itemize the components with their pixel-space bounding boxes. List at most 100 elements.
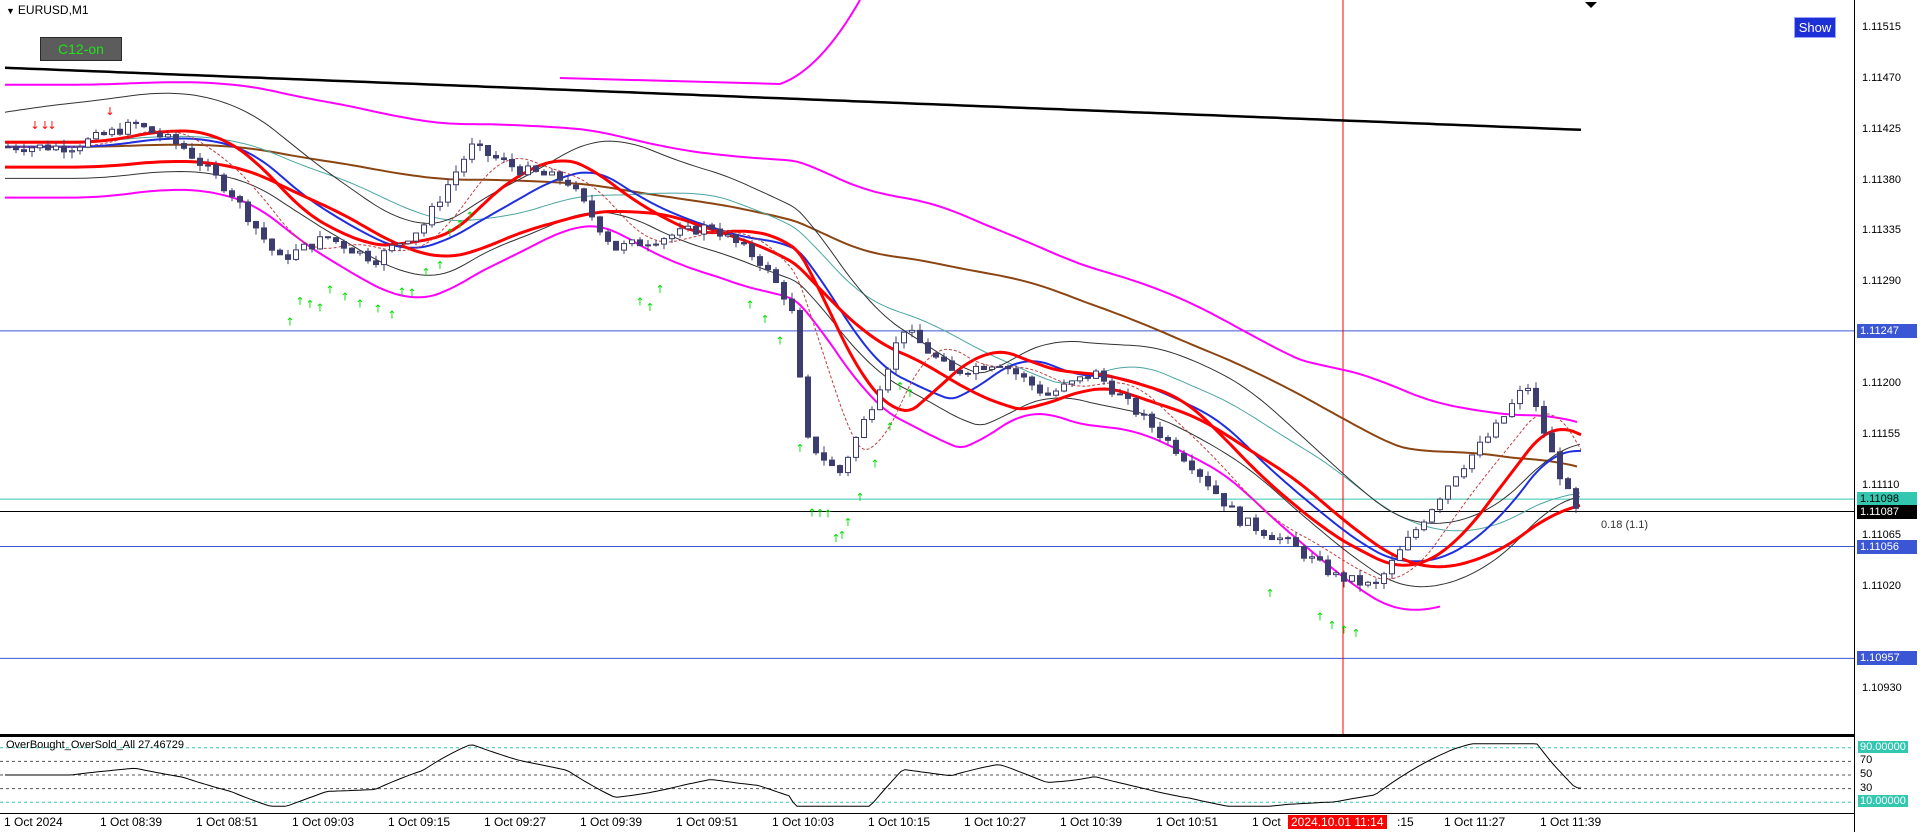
- candle-body: [837, 465, 843, 474]
- candle-body: [669, 234, 675, 240]
- time-tick-label: 1 Oct 09:15: [388, 815, 451, 829]
- candle-body: [1141, 413, 1147, 416]
- candle-body: [277, 249, 283, 256]
- candle-body: [965, 372, 971, 375]
- candle-body: [1205, 475, 1211, 487]
- candle-body: [445, 184, 451, 203]
- buy-arrow-icon: ↑: [815, 507, 824, 520]
- candle-body: [549, 171, 555, 176]
- candle-body: [901, 331, 907, 344]
- candle-body: [269, 238, 275, 251]
- candle-body: [21, 149, 27, 153]
- candle-body: [589, 200, 595, 218]
- candle-body: [765, 264, 771, 271]
- symbol-title: ▼ EURUSD,M1: [6, 3, 89, 17]
- main-chart[interactable]: ↑ ↑ ↑ ↑ ↑ ↑ ↑ ↑ ↑ ↑ ↑ ↑ ↑ ↑ ↑ ↑ ↑ ↑ ↑ ↑ ↑ ↑ ↑ ↑ ↑ ↑ ↑ ↑ ↑ ↑ ↑ ↑ ↑ ↑ ↑ ↑ ↑ ↑ ↑ ↓…: [0, 0, 1854, 734]
- pane-divider[interactable]: [0, 734, 1854, 737]
- price-level-tag: 1.11098: [1857, 492, 1917, 507]
- candle-body: [629, 239, 635, 245]
- candle-body: [981, 365, 987, 371]
- candle-body: [317, 236, 323, 250]
- envelope-upper-line: [4, 92, 1581, 524]
- candle-body: [1157, 426, 1163, 439]
- show-button[interactable]: Show: [1794, 17, 1836, 38]
- candle-body: [893, 342, 899, 370]
- candle-body: [869, 409, 875, 421]
- candle-body: [229, 190, 235, 198]
- candle-body: [789, 298, 795, 311]
- candle-body: [1389, 559, 1395, 575]
- buy-arrow-icon: ↑: [465, 209, 474, 222]
- price-tick-label: 1.11155: [1862, 427, 1901, 440]
- price-scale[interactable]: [1854, 0, 1920, 832]
- candle-body: [1117, 393, 1123, 396]
- candle-body: [773, 269, 779, 283]
- candle-body: [1269, 535, 1275, 541]
- candle-body: [1405, 536, 1411, 551]
- time-tick-label: 1 Oct 10:03: [772, 815, 835, 829]
- candle-body: [749, 243, 755, 258]
- envelope-lower-line: [5, 170, 1581, 588]
- candle-body: [949, 360, 955, 371]
- window-menu-triangle-icon[interactable]: ▼: [6, 6, 15, 16]
- price-chart-canvas[interactable]: ↑↑ ↑ ↑↑↑↑ ↑ ↑↑ ↑↑↑↑↑↑↑ ↑↑↑↑↑↑↑↑↑↑↑↑↑↑↑↑↑↑↑↑ ↑ ↑↓…: [0, 0, 1854, 734]
- time-tick-label: 1 Oct 11:39: [1540, 815, 1602, 829]
- candle-body: [1125, 393, 1131, 399]
- candle-body: [597, 216, 603, 233]
- c12-toggle-button[interactable]: C12-on: [40, 37, 122, 61]
- candle-body: [1245, 517, 1251, 526]
- chart-shift-triangle-icon: [1585, 2, 1597, 8]
- sell-arrow-icon: ↓: [105, 105, 114, 118]
- time-tick-label: 1 Oct 08:51: [196, 815, 259, 829]
- time-scale[interactable]: [0, 813, 1854, 833]
- candle-body: [813, 436, 819, 454]
- candle-body: [621, 243, 627, 251]
- candle-body: [565, 179, 571, 186]
- candle-body: [333, 237, 339, 243]
- candle-body: [149, 126, 155, 134]
- buy-arrow-icon: ↑: [807, 507, 816, 520]
- candle-body: [1021, 373, 1027, 378]
- candle-body: [885, 368, 891, 391]
- candle-body: [349, 247, 355, 254]
- candle-body: [797, 309, 803, 378]
- candle-body: [741, 242, 747, 245]
- ma-teal-line: [5, 135, 1581, 532]
- candle-body: [197, 157, 203, 166]
- indicator-level-label: 90.00000: [1858, 740, 1908, 753]
- buy-arrow-icon: ↑: [895, 380, 904, 393]
- indicator-pane[interactable]: [0, 737, 1854, 813]
- buy-arrow-icon: ↑: [870, 458, 879, 471]
- indicator-title: OverBought_OverSold_All 27.46729: [6, 739, 184, 751]
- candle-body: [133, 121, 139, 125]
- buy-arrow-icon: ↑: [823, 508, 832, 521]
- candle-body: [1453, 476, 1459, 487]
- candle-body: [1197, 469, 1203, 477]
- candle-body: [1221, 493, 1227, 507]
- time-cursor-label: 2024.10.01 11:14: [1288, 815, 1387, 829]
- candle-body: [261, 227, 267, 240]
- buy-arrow-icon: ↑: [387, 309, 396, 322]
- candle-body: [1229, 505, 1235, 508]
- candle-body: [373, 260, 379, 266]
- candle-body: [557, 171, 563, 181]
- price-tick-label: 1.11020: [1862, 580, 1901, 593]
- candle-body: [805, 376, 811, 438]
- price-tick-label: 1.11380: [1862, 173, 1901, 186]
- candle-body: [141, 123, 147, 128]
- buy-arrow-icon: ↑: [645, 301, 654, 314]
- band-upper-line: [5, 81, 1578, 423]
- candle-body: [733, 234, 739, 244]
- candle-body: [397, 243, 403, 246]
- candle-body: [1477, 441, 1483, 456]
- price-level-tag: 1.11056: [1857, 539, 1917, 554]
- candle-body: [1493, 422, 1499, 438]
- price-tick-label: 1.10930: [1862, 681, 1902, 694]
- candle-body: [1301, 546, 1307, 559]
- candle-body: [677, 228, 683, 236]
- buy-arrow-icon: ↑: [455, 218, 464, 231]
- buy-arrow-icon: ↑: [397, 286, 406, 299]
- candle-body: [637, 239, 643, 247]
- candle-body: [13, 146, 19, 151]
- candle-body: [1349, 575, 1355, 582]
